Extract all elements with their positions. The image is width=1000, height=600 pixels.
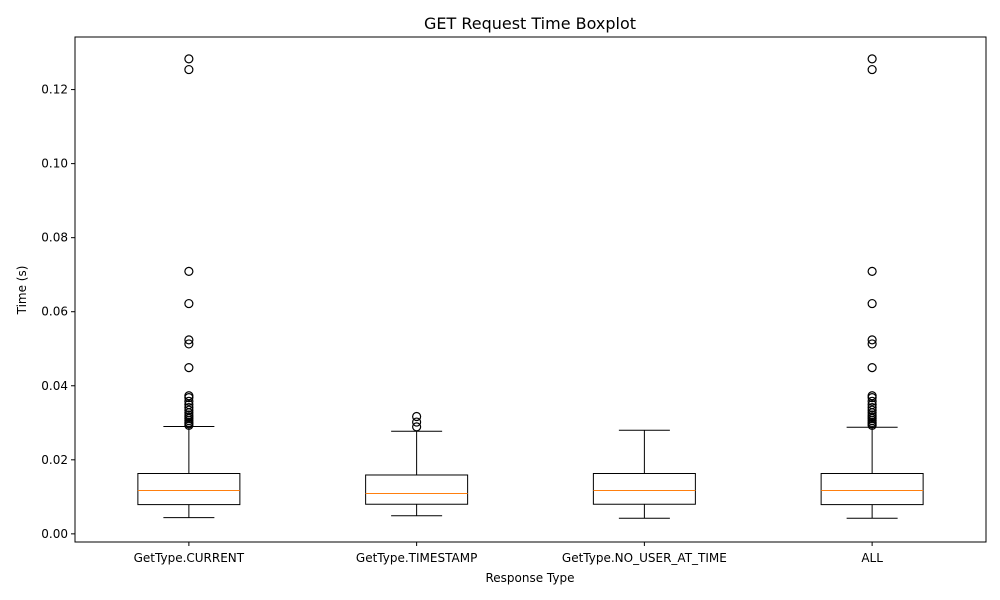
box-iqr [592, 473, 696, 505]
outlier-point [412, 417, 422, 427]
y-tick-label: 0.06 [41, 305, 68, 319]
outlier-point [184, 363, 194, 373]
box-group-2 [365, 411, 469, 517]
x-axis: GetType.CURRENT GetType.TIMESTAMP GetType.… [134, 542, 883, 565]
outlier-point [184, 54, 194, 64]
box-iqr [820, 473, 924, 506]
outlier-point [184, 266, 194, 276]
y-tick-label: 0.02 [41, 453, 68, 467]
box-iqr [137, 473, 241, 506]
outlier-point [867, 335, 877, 345]
x-axis-label: Response Type [485, 571, 574, 585]
outlier-point [867, 266, 877, 276]
outlier-point [867, 393, 877, 403]
x-tick-label: GetType.TIMESTAMP [356, 551, 477, 565]
outlier-point [184, 339, 194, 349]
outlier-point [867, 64, 877, 75]
box-group-1 [137, 54, 241, 519]
x-tick-label: GetType.NO_USER_AT_TIME [562, 551, 727, 565]
plot-area [137, 54, 924, 519]
outlier-point [867, 298, 877, 309]
y-tick-label: 0.00 [41, 527, 68, 541]
x-tick-label: ALL [861, 551, 883, 565]
y-tick-label: 0.04 [41, 379, 68, 393]
y-axis: 0.00 0.02 0.04 0.06 0.08 0.10 0.12 [41, 83, 75, 541]
outlier-point [867, 396, 877, 406]
box-group-4 [820, 54, 924, 519]
x-tick-label: GetType.CURRENT [134, 551, 245, 565]
plot-frame [74, 36, 987, 543]
y-tick-label: 0.08 [41, 231, 68, 245]
outlier-point [184, 420, 194, 430]
outlier-point [184, 298, 194, 309]
outlier-point [867, 339, 877, 349]
outlier-point [184, 335, 194, 345]
chart-title: GET Request Time Boxplot [424, 14, 636, 33]
box-group-3 [592, 429, 696, 519]
outlier-point [184, 64, 194, 75]
outlier-point [867, 363, 877, 373]
outlier-point [184, 396, 194, 406]
outlier-point [412, 411, 422, 422]
outlier-point [412, 422, 422, 432]
box-iqr [365, 474, 469, 505]
outlier-point [867, 420, 877, 430]
outlier-point [184, 393, 194, 403]
y-axis-label: Time (s) [15, 266, 29, 316]
y-tick-label: 0.12 [41, 83, 68, 97]
outlier-point [867, 54, 877, 64]
y-tick-label: 0.10 [41, 157, 68, 171]
